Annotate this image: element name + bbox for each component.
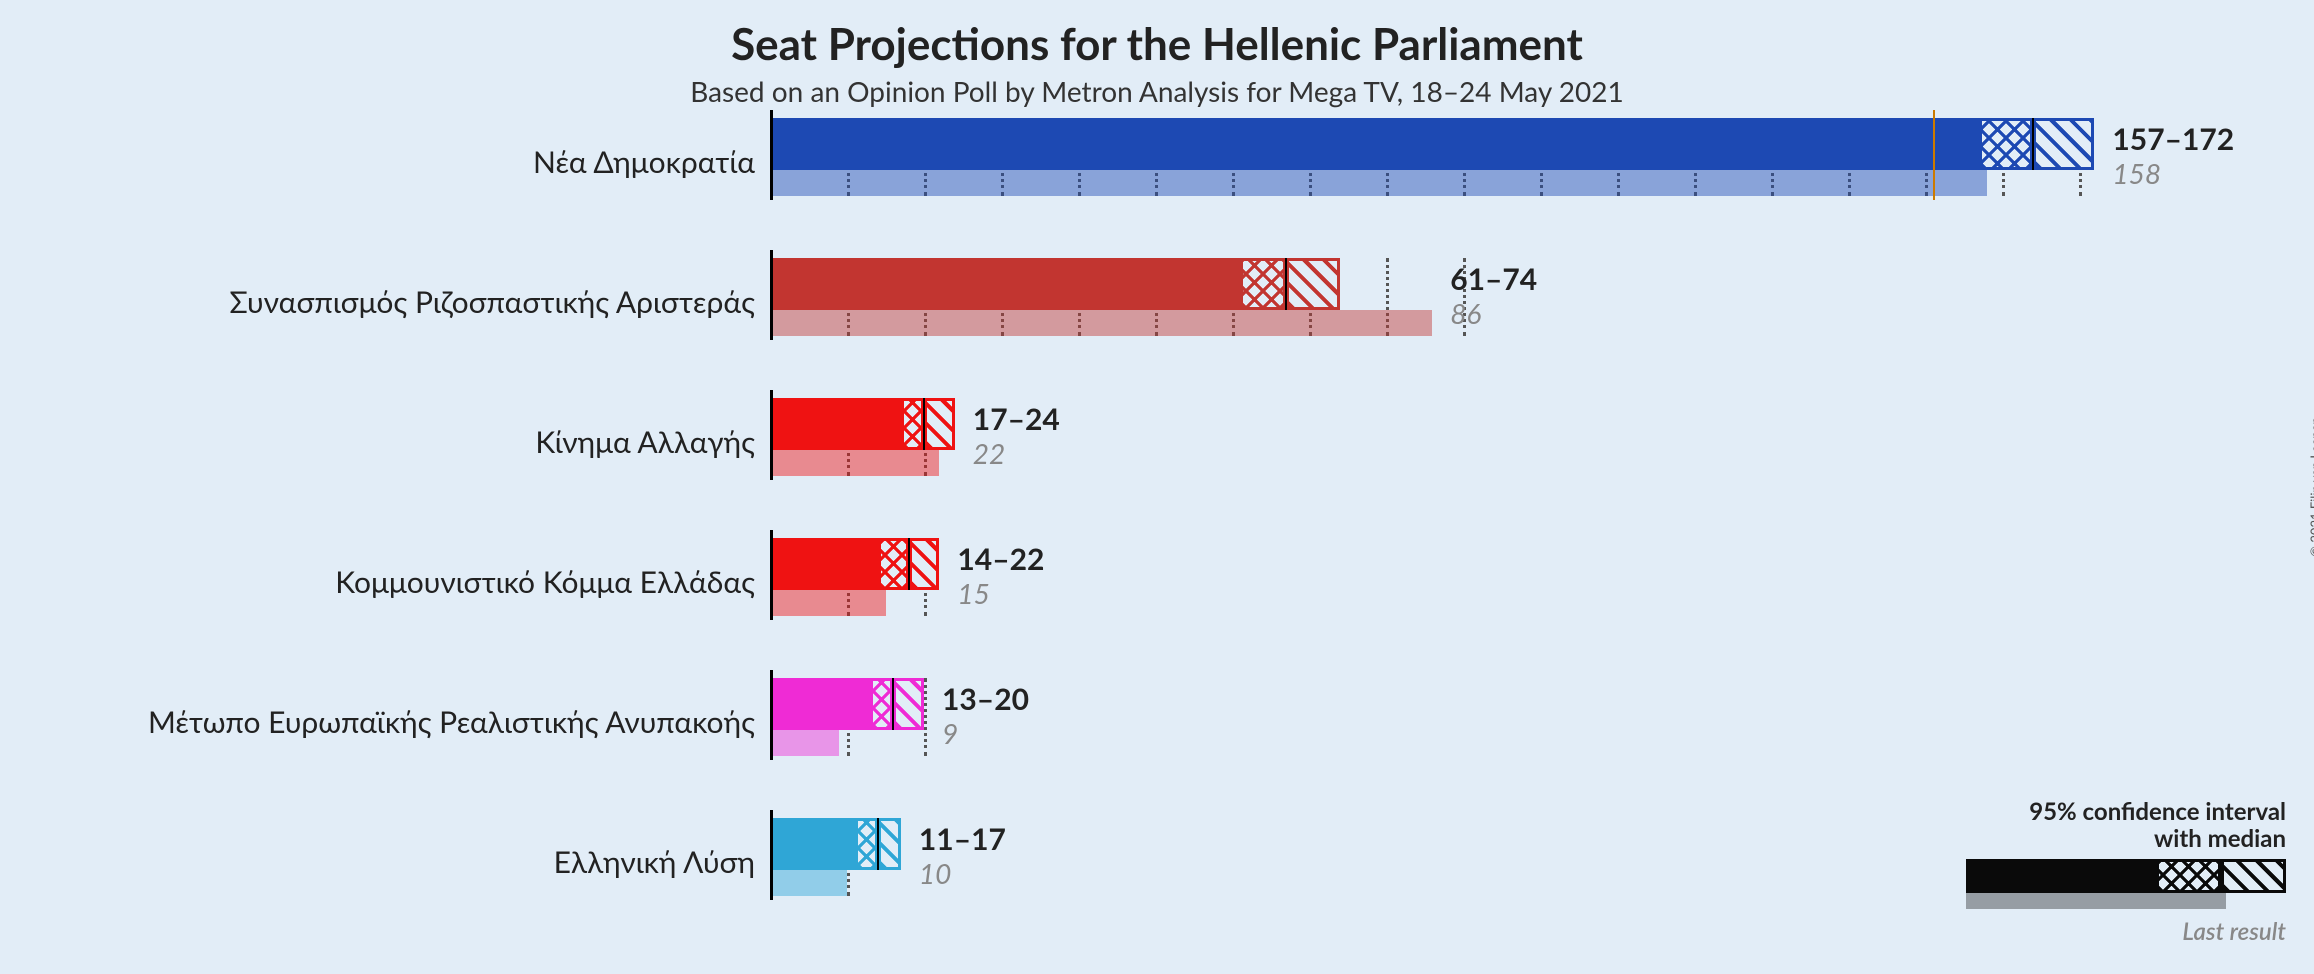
- party-row: Κίνημα Αλλαγής 17–2422: [0, 390, 2314, 510]
- last-result-bar: [770, 450, 939, 476]
- projection-bar-low-to-median: [870, 678, 893, 730]
- axis-line: [770, 110, 773, 200]
- axis-line: [770, 670, 773, 760]
- party-row: Μέτωπο Ευρωπαϊκής Ρεαλιστικής Ανυπακοής 1…: [0, 670, 2314, 790]
- projection-bar-median-to-high: [1286, 258, 1340, 310]
- projection-bar-low-to-median: [855, 818, 878, 870]
- party-label: Κίνημα Αλλαγής: [535, 424, 755, 460]
- last-result-label: 158: [2112, 156, 2161, 190]
- projection-range-label: 11–17: [919, 821, 1006, 857]
- median-tick: [908, 538, 910, 590]
- median-tick: [923, 398, 925, 450]
- page-title: Seat Projections for the Hellenic Parlia…: [0, 18, 2314, 70]
- projection-bar-low-to-median: [901, 398, 924, 450]
- projection-bar-low: [770, 538, 878, 590]
- median-tick: [1285, 258, 1287, 310]
- page-subtitle: Based on an Opinion Poll by Metron Analy…: [0, 74, 2314, 108]
- last-result-label: 10: [919, 856, 951, 890]
- axis-line: [770, 250, 773, 340]
- legend-title-line2: with median: [2154, 824, 2286, 853]
- projection-range-label: 14–22: [957, 541, 1044, 577]
- party-label: Νέα Δημοκρατία: [533, 144, 755, 180]
- projection-bar-low: [770, 118, 1979, 170]
- majority-marker: [1933, 110, 1935, 200]
- legend-title: 95% confidence interval with median: [1966, 798, 2286, 853]
- projection-bar-median-to-high: [878, 818, 901, 870]
- projection-bar-median-to-high: [909, 538, 940, 590]
- projection-bar-low: [770, 678, 870, 730]
- last-result-label: 15: [957, 576, 989, 610]
- axis-line: [770, 390, 773, 480]
- legend-solid-bar: [1966, 859, 2156, 893]
- legend-swatch: [1966, 859, 2286, 915]
- median-tick: [2032, 118, 2034, 170]
- projection-bar-low-to-median: [878, 538, 909, 590]
- projection-bar-low-to-median: [1979, 118, 2033, 170]
- projection-bar-median-to-high: [2033, 118, 2095, 170]
- axis-line: [770, 810, 773, 900]
- projection-bar-low-to-median: [1240, 258, 1286, 310]
- party-row: Συνασπισμός Ριζοσπαστικής Αριστεράς 61–74…: [0, 250, 2314, 370]
- party-label: Ελληνική Λύση: [554, 844, 755, 880]
- last-result-bar: [770, 590, 886, 616]
- last-result-bar: [770, 870, 847, 896]
- projection-bar-median-to-high: [924, 398, 955, 450]
- legend-diaghatch: [2221, 859, 2286, 893]
- last-result-label: 9: [942, 716, 958, 750]
- median-tick: [892, 678, 894, 730]
- last-result-label: 22: [973, 436, 1005, 470]
- projection-range-label: 61–74: [1450, 261, 1537, 297]
- legend: 95% confidence interval with median Last…: [1966, 798, 2286, 946]
- projection-bar-low: [770, 258, 1240, 310]
- party-label: Συνασπισμός Ριζοσπαστικής Αριστεράς: [229, 284, 755, 320]
- projection-range-label: 13–20: [942, 681, 1029, 717]
- projection-bar-low: [770, 398, 901, 450]
- projection-bar-low: [770, 818, 855, 870]
- legend-title-line1: 95% confidence interval: [2029, 797, 2286, 826]
- last-result-bar: [770, 730, 839, 756]
- last-result-bar: [770, 310, 1432, 336]
- projection-bar-median-to-high: [893, 678, 924, 730]
- party-row: Νέα Δημοκρατία 157–172158: [0, 110, 2314, 230]
- last-result-bar: [770, 170, 1987, 196]
- legend-crosshatch: [2156, 859, 2221, 893]
- party-label: Μέτωπο Ευρωπαϊκής Ρεαλιστικής Ανυπακοής: [148, 704, 755, 740]
- projection-range-label: 17–24: [973, 401, 1060, 437]
- legend-last-bar: [1966, 893, 2226, 909]
- last-result-label: 86: [1450, 296, 1481, 330]
- projection-range-label: 157–172: [2112, 121, 2234, 157]
- party-row: Κομμουνιστικό Κόμμα Ελλάδας 14–2215: [0, 530, 2314, 650]
- axis-line: [770, 530, 773, 620]
- grid-line: [924, 678, 927, 756]
- legend-last-label: Last result: [1966, 917, 2286, 946]
- party-label: Κομμουνιστικό Κόμμα Ελλάδας: [335, 564, 755, 600]
- median-tick: [877, 818, 879, 870]
